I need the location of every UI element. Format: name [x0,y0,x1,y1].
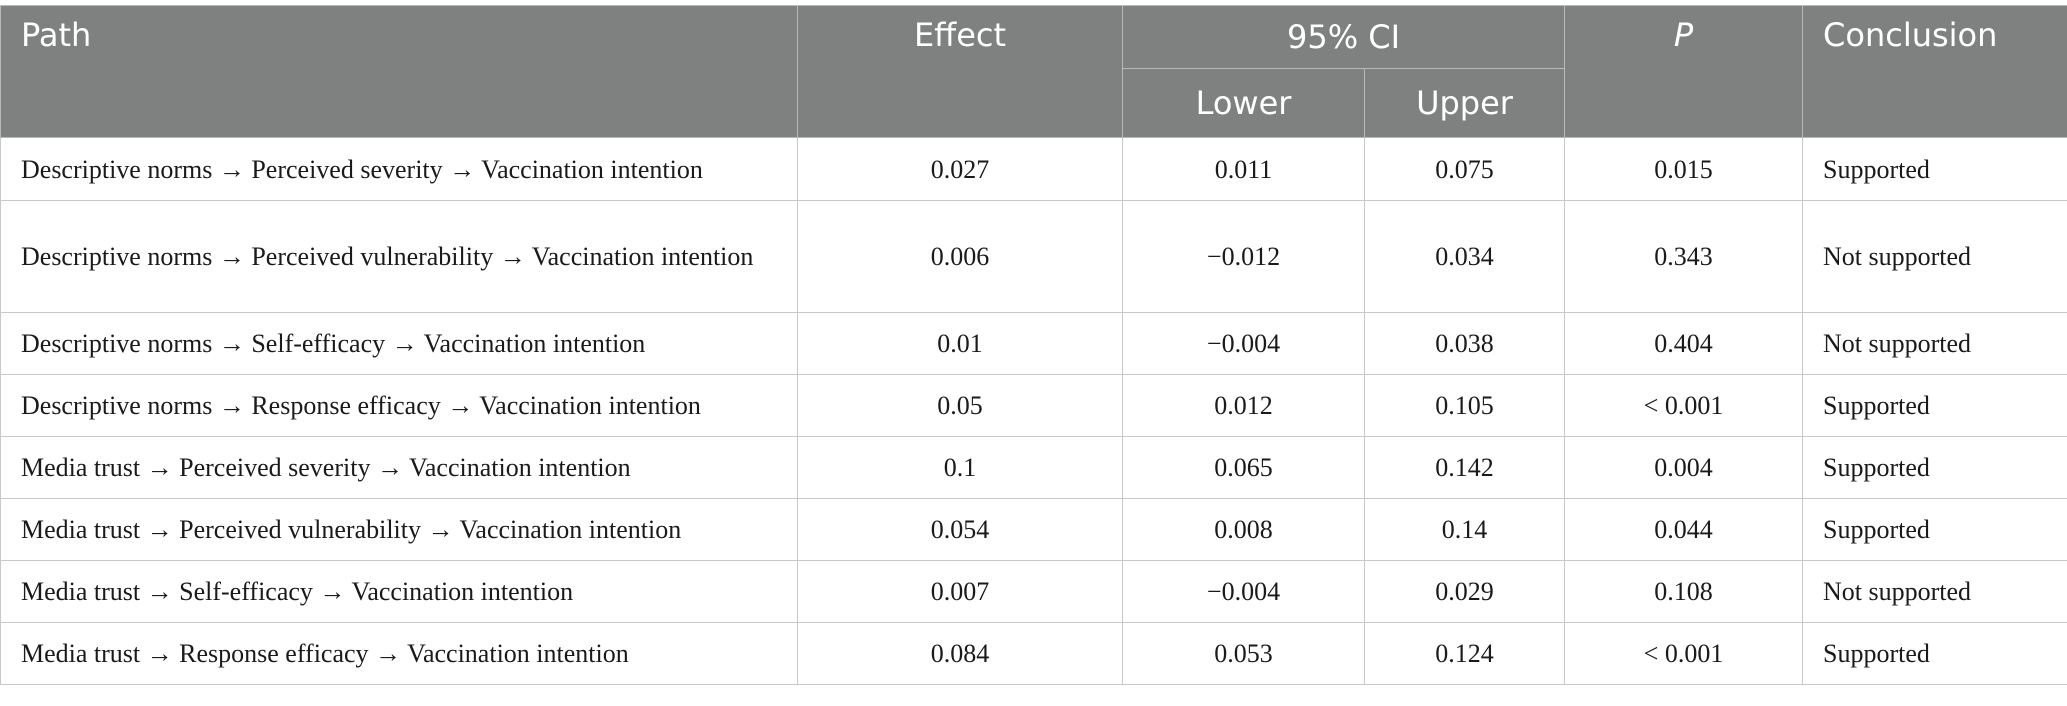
header-p: P [1564,5,1804,138]
cell-lower: 0.011 [1122,137,1365,201]
table-row: Media trust → Perceived vulnerability → … [0,498,2067,561]
header-95-ci: 95% CI [1121,5,1566,69]
cell-upper: 0.14 [1363,498,1566,561]
cell-p: 0.108 [1564,560,1804,623]
cell-path: Media trust → Self-efficacy → Vaccinatio… [0,560,798,623]
cell-path: Descriptive norms → Perceived vulnerabil… [0,200,798,313]
cell-conclusion: Not supported [1802,200,2067,313]
cell-lower: 0.053 [1122,622,1365,685]
cell-effect: 0.007 [797,560,1123,623]
cell-p: 0.343 [1564,200,1804,313]
cell-p: < 0.001 [1564,622,1804,685]
header-path: Path [0,5,798,138]
cell-effect: 0.01 [797,312,1123,375]
cell-conclusion: Supported [1802,498,2067,561]
cell-p: 0.404 [1564,312,1804,375]
table-row: Media trust → Response efficacy → Vaccin… [0,622,2067,685]
cell-path: Media trust → Perceived vulnerability → … [0,498,798,561]
cell-upper: 0.124 [1363,622,1566,685]
cell-conclusion: Supported [1802,436,2067,499]
header-lower: Lower [1122,68,1365,138]
cell-p: 0.004 [1564,436,1804,499]
cell-path: Descriptive norms → Perceived severity →… [0,137,798,201]
cell-path: Descriptive norms → Self-efficacy → Vacc… [0,312,798,375]
cell-lower: −0.012 [1122,200,1365,313]
header-upper: Upper [1363,68,1566,138]
cell-lower: 0.012 [1122,374,1365,437]
mediation-results-table: Path Effect 95% CI P Conclusion Lower Up… [0,5,2067,685]
cell-path: Media trust → Response efficacy → Vaccin… [0,622,798,685]
cell-conclusion: Supported [1802,374,2067,437]
cell-effect: 0.054 [797,498,1123,561]
cell-effect: 0.027 [797,137,1123,201]
table-row: Descriptive norms → Response efficacy → … [0,374,2067,437]
cell-conclusion: Not supported [1802,312,2067,375]
cell-upper: 0.029 [1363,560,1566,623]
table-row: Media trust → Self-efficacy → Vaccinatio… [0,560,2067,623]
table-row: Descriptive norms → Perceived vulnerabil… [0,200,2067,313]
table-row: Media trust → Perceived severity → Vacci… [0,436,2067,499]
cell-conclusion: Supported [1802,137,2067,201]
cell-lower: 0.008 [1122,498,1365,561]
cell-path: Media trust → Perceived severity → Vacci… [0,436,798,499]
cell-lower: −0.004 [1122,560,1365,623]
cell-path: Descriptive norms → Response efficacy → … [0,374,798,437]
cell-p: 0.044 [1564,498,1804,561]
cell-conclusion: Supported [1802,622,2067,685]
cell-effect: 0.006 [797,200,1123,313]
header-effect: Effect [797,5,1123,138]
cell-lower: 0.065 [1122,436,1365,499]
table-row: Descriptive norms → Self-efficacy → Vacc… [0,312,2067,375]
cell-upper: 0.105 [1363,374,1566,437]
cell-p: 0.015 [1564,137,1804,201]
cell-upper: 0.034 [1363,200,1566,313]
header-conclusion: Conclusion [1802,5,2067,138]
cell-conclusion: Not supported [1802,560,2067,623]
cell-effect: 0.05 [797,374,1123,437]
table-row: Descriptive norms → Perceived severity →… [0,137,2067,201]
cell-effect: 0.1 [797,436,1123,499]
cell-upper: 0.038 [1363,312,1566,375]
cell-p: < 0.001 [1564,374,1804,437]
cell-upper: 0.075 [1363,137,1566,201]
cell-upper: 0.142 [1363,436,1566,499]
cell-effect: 0.084 [797,622,1123,685]
cell-lower: −0.004 [1122,312,1365,375]
